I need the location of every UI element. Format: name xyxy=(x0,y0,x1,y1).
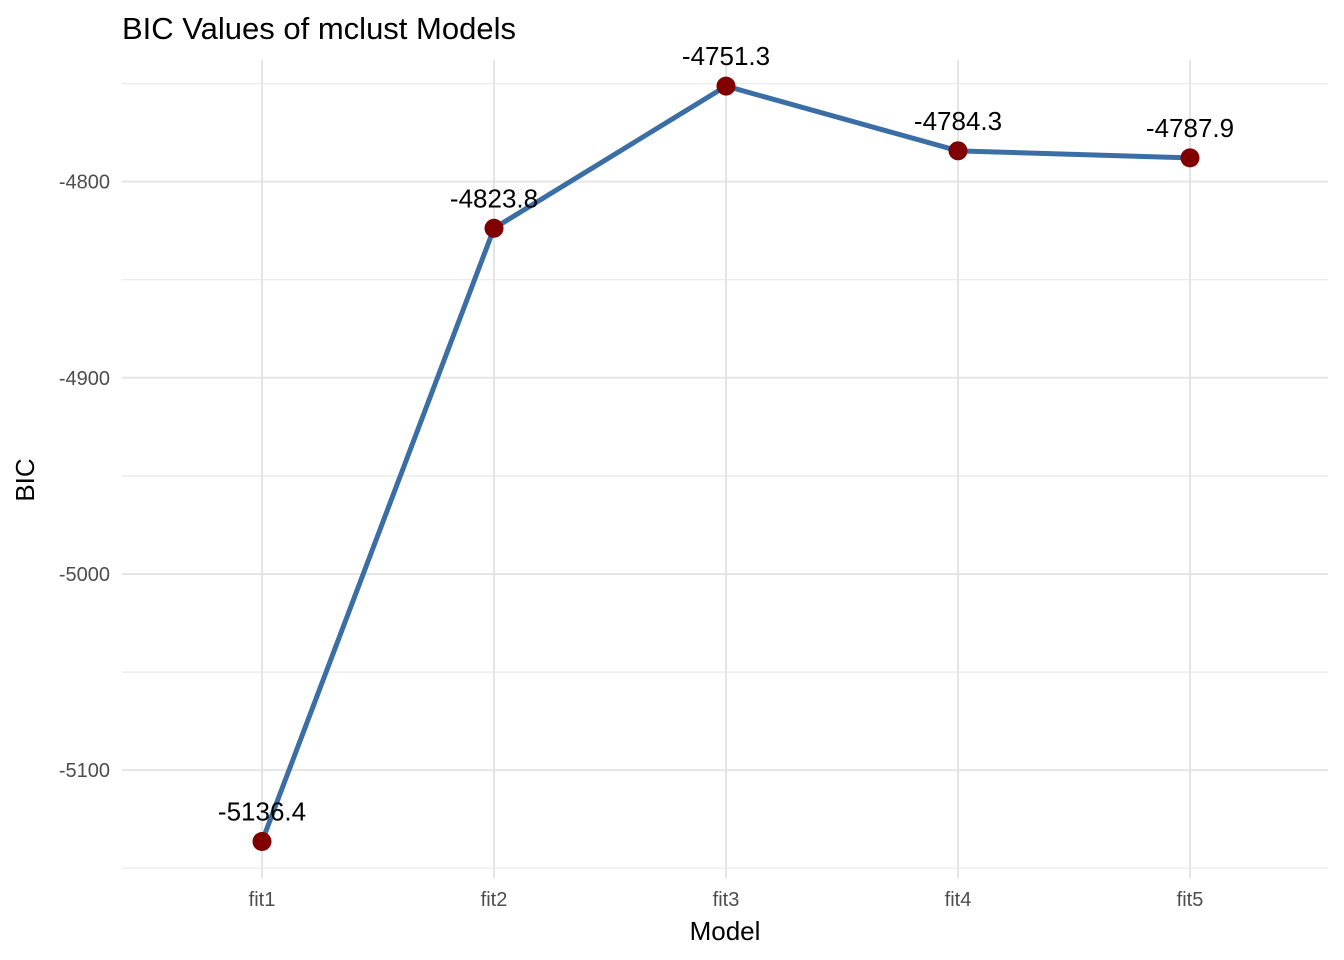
x-tick-label: fit4 xyxy=(945,889,972,911)
x-axis-title: Model xyxy=(690,916,761,946)
x-axis-tick-labels: fit1 fit2 fit3 fit4 fit5 xyxy=(249,889,1204,911)
data-point xyxy=(1180,148,1200,168)
data-point xyxy=(484,218,504,238)
chart-title: BIC Values of mclust Models xyxy=(122,11,516,46)
data-label: -4751.3 xyxy=(682,41,770,71)
data-label: -4784.3 xyxy=(914,106,1002,136)
data-label: -4787.9 xyxy=(1146,113,1234,143)
grid-lines xyxy=(122,60,1328,878)
x-tick-label: fit1 xyxy=(249,889,276,911)
data-point xyxy=(948,141,968,161)
y-axis-title: BIC xyxy=(10,458,40,501)
y-tick-label: -4900 xyxy=(59,368,110,390)
x-tick-label: fit3 xyxy=(713,889,740,911)
y-tick-label: -4800 xyxy=(59,172,110,194)
data-label: -4823.8 xyxy=(450,183,538,213)
data-label: -5136.4 xyxy=(218,797,306,827)
y-axis-tick-labels: -5100 -5000 -4900 -4800 xyxy=(59,172,110,782)
x-tick-label: fit2 xyxy=(481,889,508,911)
data-points xyxy=(252,76,1200,852)
y-tick-label: -5100 xyxy=(59,760,110,782)
x-tick-label: fit5 xyxy=(1177,889,1204,911)
data-point xyxy=(252,832,272,852)
y-tick-label: -5000 xyxy=(59,564,110,586)
data-point xyxy=(716,76,736,96)
data-labels: -5136.4 -4823.8 -4751.3 -4784.3 -4787.9 xyxy=(218,41,1234,826)
